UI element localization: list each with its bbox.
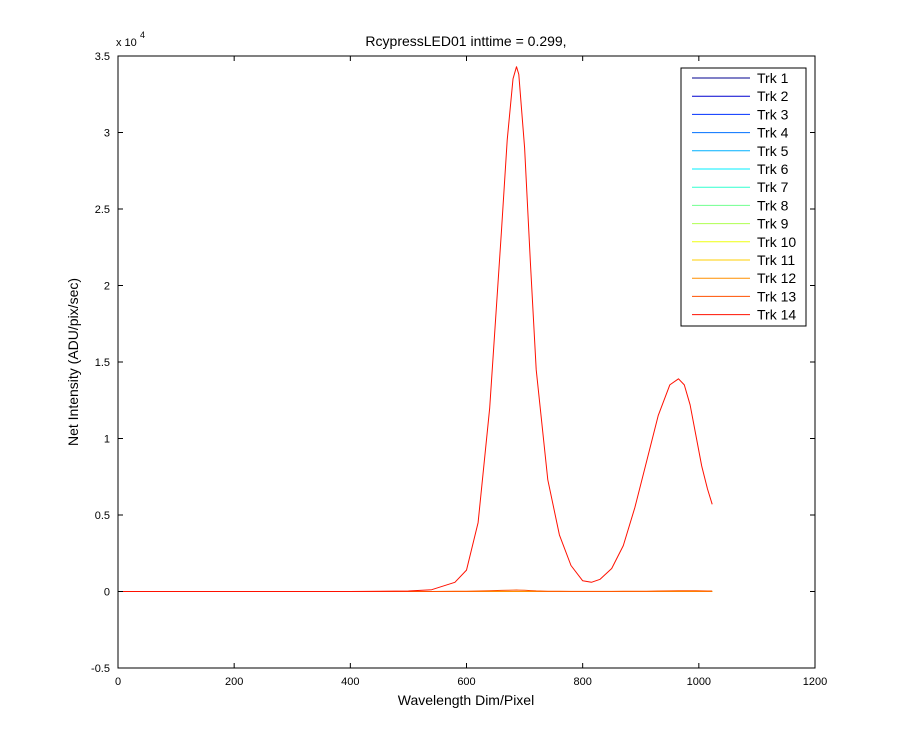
legend-label: Trk 11	[757, 252, 795, 268]
series-line-trk-13	[118, 589, 713, 592]
series-layer	[118, 66, 713, 592]
y-tick-label: 2	[104, 281, 110, 293]
x-tick-label: 200	[225, 676, 243, 688]
legend-box	[680, 67, 807, 327]
legend-label: Trk 8	[757, 197, 789, 213]
x-axis-label: Wavelength Dim/Pixel	[398, 692, 534, 708]
y-tick-label: -0.5	[91, 663, 110, 675]
legend-label: Trk 14	[757, 307, 796, 323]
y-tick-label: 3.5	[95, 51, 110, 63]
legend-label: Trk 4	[757, 125, 789, 141]
legend-label: Trk 10	[757, 234, 796, 250]
legend-label: Trk 3	[757, 106, 789, 122]
chart-title: RcypressLED01 inttime = 0.299,	[365, 33, 566, 49]
legend-label: Trk 6	[757, 161, 789, 177]
legend-label: Trk 12	[757, 270, 796, 286]
x-tick-label: 1000	[687, 676, 711, 688]
series-line-trk-14	[118, 66, 713, 592]
legend-label: Trk 7	[757, 179, 789, 195]
x-tick-label: 800	[573, 676, 591, 688]
legend-label: Trk 9	[757, 216, 789, 232]
legend-label: Trk 2	[757, 88, 789, 104]
y-exponent-power: 4	[140, 30, 145, 40]
y-tick-label: 0.5	[95, 510, 110, 522]
y-tick-label: 1	[104, 434, 110, 446]
x-tick-label: 400	[341, 676, 359, 688]
legend-label: Trk 5	[757, 143, 789, 159]
x-tick-label: 600	[457, 676, 475, 688]
y-tick-label: 1.5	[95, 357, 110, 369]
legend: Trk 1 Trk 2 Trk 3 Trk 4 Trk 5 Trk 6 Trk 7 Trk 8…	[680, 67, 807, 327]
legend-label: Trk 13	[757, 288, 796, 304]
x-tick-label: 0	[115, 676, 121, 688]
x-tick-label: 1200	[803, 676, 827, 688]
y-exponent-base: x 10	[116, 37, 137, 49]
y-tick-label: 2.5	[95, 204, 110, 216]
legend-items: Trk 1 Trk 2 Trk 3 Trk 4 Trk 5 Trk 6 Trk 7 Trk 8…	[692, 70, 796, 323]
x-ticks: 0 200 400 600 800 1000 1200	[115, 56, 827, 688]
y-axis-label: Net Intensity (ADU/pix/sec)	[65, 278, 81, 446]
legend-label: Trk 1	[757, 70, 789, 86]
y-ticks: -0.5 0 0.5 1 1.5 2 2.5 3 3.5	[91, 51, 815, 675]
y-tick-label: 3	[104, 128, 110, 140]
y-tick-label: 0	[104, 587, 110, 599]
